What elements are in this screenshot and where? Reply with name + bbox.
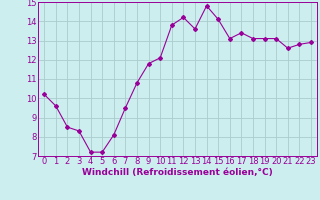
X-axis label: Windchill (Refroidissement éolien,°C): Windchill (Refroidissement éolien,°C) (82, 168, 273, 177)
